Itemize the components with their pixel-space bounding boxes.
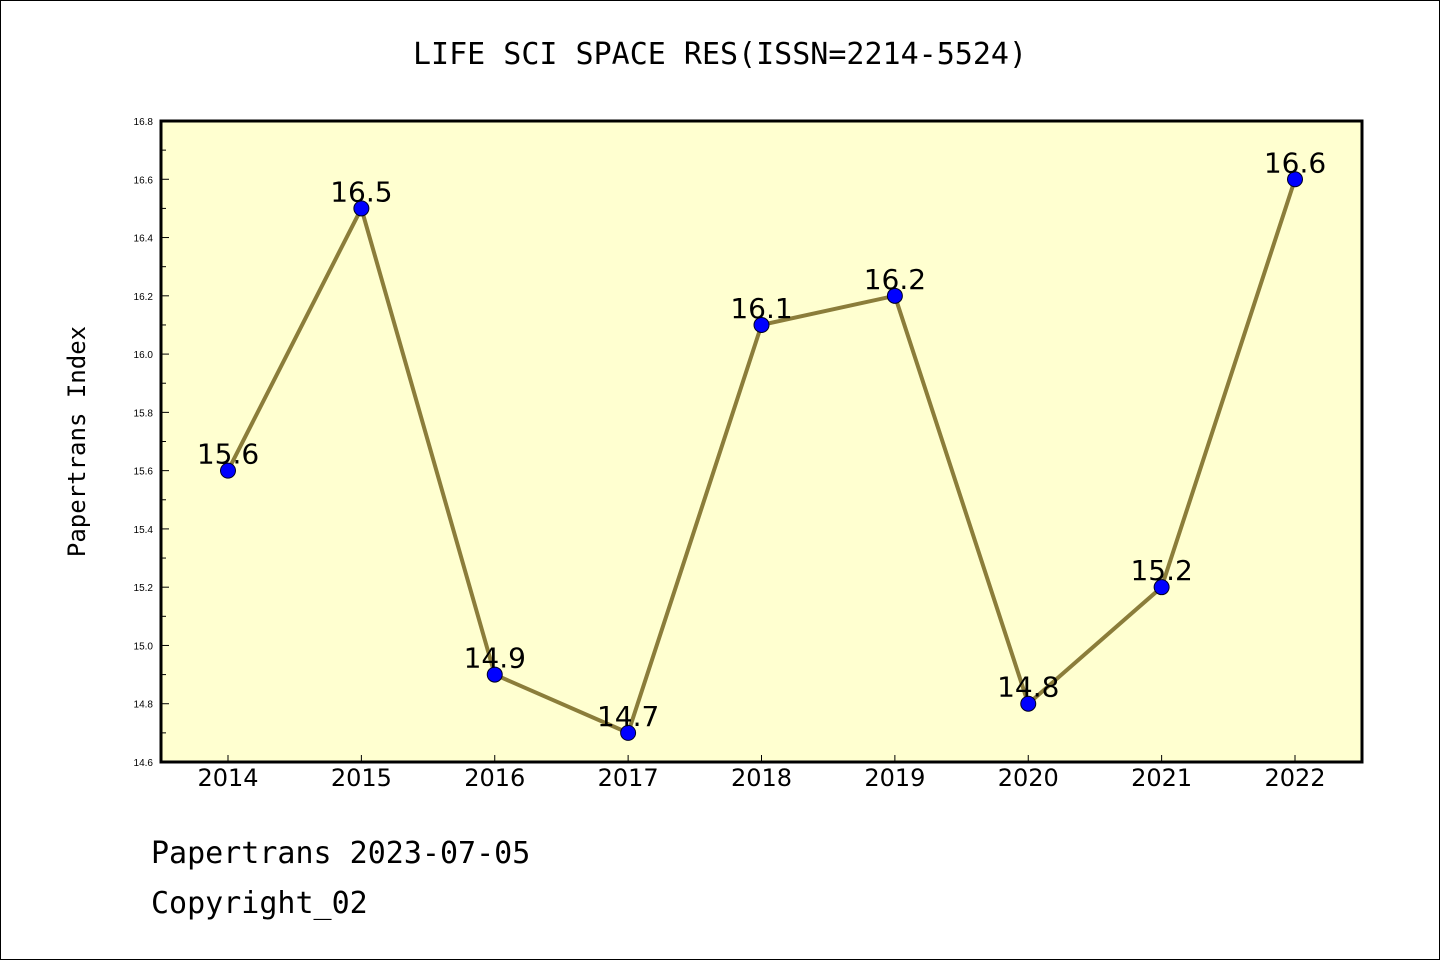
x-tick-label: 2018 <box>731 764 792 792</box>
y-tick-label: 15.8 <box>134 408 154 419</box>
plot-background <box>161 121 1362 762</box>
data-label: 16.1 <box>730 292 792 325</box>
y-tick-label: 16.6 <box>134 175 154 186</box>
data-label: 15.6 <box>197 438 259 471</box>
data-point <box>1287 171 1303 188</box>
y-tick-label: 15.0 <box>134 641 154 652</box>
data-point <box>220 462 236 479</box>
x-tick-label: 2014 <box>197 764 258 792</box>
y-tick-label: 16.2 <box>134 292 154 303</box>
data-label: 14.9 <box>464 642 526 675</box>
y-tick-label: 16.4 <box>134 234 154 245</box>
footer-copyright: Copyright_02 <box>151 886 368 921</box>
footer-date: Papertrans 2023-07-05 <box>151 836 531 871</box>
data-point <box>620 724 637 741</box>
data-label: 16.6 <box>1264 146 1326 179</box>
data-point <box>353 200 370 217</box>
y-tick-label: 15.6 <box>134 467 154 478</box>
data-label: 14.8 <box>997 671 1059 704</box>
data-label: 14.7 <box>597 700 659 733</box>
data-point <box>1153 579 1170 596</box>
x-tick-label: 2019 <box>864 764 925 792</box>
y-tick-label: 16.0 <box>134 350 154 361</box>
data-label: 16.5 <box>330 175 392 208</box>
x-tick-label: 2017 <box>598 764 659 792</box>
data-label: 15.2 <box>1130 554 1192 587</box>
data-label: 16.2 <box>864 263 926 296</box>
data-point <box>486 666 503 683</box>
y-tick-label: 14.8 <box>134 700 154 711</box>
data-point <box>753 316 770 333</box>
data-point <box>1020 695 1037 712</box>
y-axis-label: Papertrans Index <box>63 326 91 557</box>
x-tick-label: 2022 <box>1264 764 1325 792</box>
x-tick-label: 2021 <box>1131 764 1192 792</box>
y-tick-label: 14.6 <box>134 758 154 769</box>
chart-title: LIFE SCI SPACE RES(ISSN=2214-5524) <box>412 37 1028 72</box>
data-point <box>886 287 903 304</box>
plot-border <box>159 119 1364 764</box>
y-tick-label: 15.2 <box>134 583 154 594</box>
x-tick-label: 2020 <box>998 764 1059 792</box>
x-tick-label: 2015 <box>331 764 392 792</box>
y-tick-label: 16.8 <box>134 117 154 128</box>
x-tick-label: 2016 <box>464 764 525 792</box>
y-tick-label: 15.4 <box>134 525 154 536</box>
